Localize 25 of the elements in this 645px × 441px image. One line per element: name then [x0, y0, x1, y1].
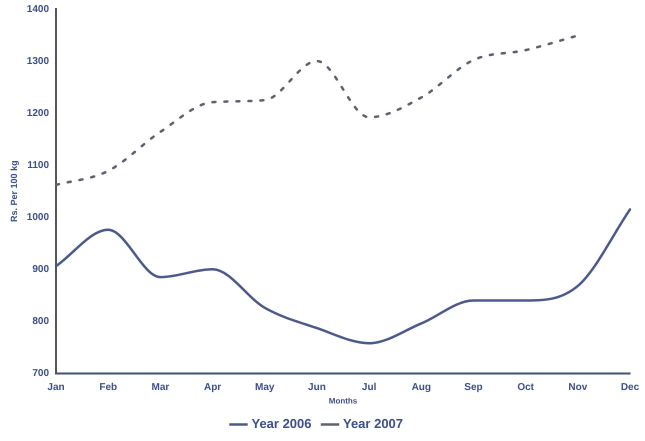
x-tick-label: Dec — [620, 382, 640, 394]
y-tick-label: 1200 — [26, 108, 50, 119]
x-axis-title: Months — [328, 396, 358, 406]
x-tick-label: Feb — [99, 382, 118, 394]
x-tick-label: Jan — [47, 382, 65, 394]
y-axis-title: Rs. Per 100 kg — [8, 160, 19, 222]
x-tick-label: Nov — [568, 382, 588, 394]
x-tick-label: Mar — [152, 382, 170, 394]
y-tick-label: 700 — [32, 368, 50, 380]
y-tick-label: 1400 — [26, 4, 50, 15]
y-tick-label: 800 — [32, 316, 50, 328]
x-tick-label: Aug — [412, 382, 432, 394]
y-tick-label: 1100 — [27, 160, 50, 171]
x-tick-label: Sep — [464, 382, 483, 394]
y-tick-label: 1000 — [26, 212, 50, 223]
x-tick-label: Apr — [204, 382, 222, 394]
x-tick-label: Jul — [362, 382, 377, 394]
y-tick-label: 900 — [32, 264, 50, 276]
x-tick-label: May — [255, 382, 275, 394]
x-tick-label: Jun — [308, 382, 326, 394]
x-tick-label: Oct — [517, 382, 535, 394]
legend-label: Year 2007 — [343, 416, 404, 432]
line-series — [54, 208, 632, 344]
legend-label: Year 2006 — [251, 416, 312, 432]
y-tick-label: 1300 — [26, 56, 50, 67]
